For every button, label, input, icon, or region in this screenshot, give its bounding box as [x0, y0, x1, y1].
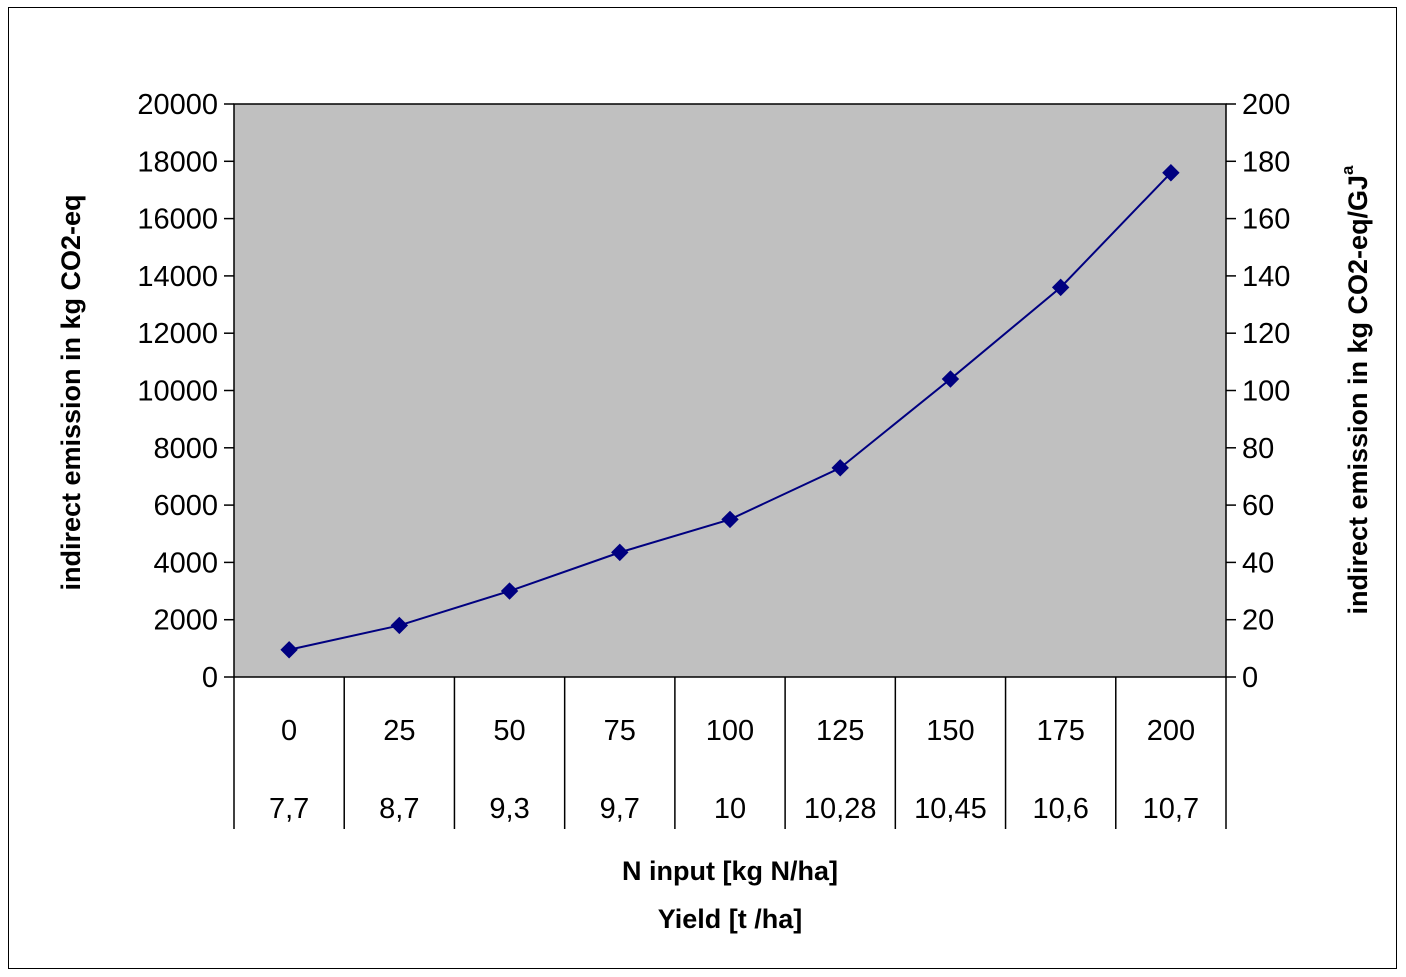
y-left-tick-label: 20000	[137, 89, 218, 121]
x-tick-label: 75	[604, 715, 636, 747]
data-point-marker	[1162, 164, 1180, 182]
y-left-tick-label: 14000	[137, 261, 218, 293]
y-right-tick-label: 60	[1242, 490, 1274, 522]
x-secondary-tick-label: 8,7	[379, 793, 419, 825]
series-layer	[280, 164, 1180, 659]
y-right-tick-label: 180	[1242, 146, 1290, 178]
x-tick-label: 200	[1147, 715, 1195, 747]
y-right-tick-label: 40	[1242, 547, 1274, 579]
x-secondary-tick-label: 10,45	[914, 793, 987, 825]
x-secondary-tick-label: 10,7	[1143, 793, 1199, 825]
x-tick-label: 100	[706, 715, 754, 747]
x-secondary-tick-label: 7,7	[269, 793, 309, 825]
y-left-tick-label: 8000	[153, 433, 218, 465]
y-right-axis-title: indirect emission in kg CO2-eq/GJa	[1338, 165, 1373, 615]
y-right-tick-label: 80	[1242, 433, 1274, 465]
y-right-axis-title-text: indirect emission in kg CO2-eq/GJ	[1343, 175, 1373, 615]
x-tick-label: 50	[493, 715, 525, 747]
x-tick-label: 25	[383, 715, 415, 747]
y-left-tick-label: 6000	[153, 490, 218, 522]
y-right-tick-label: 160	[1242, 204, 1290, 236]
x-secondary-tick-label: 10,6	[1032, 793, 1088, 825]
x-axis: 0 25 50 75 100 125 150 175 200 7,7 8,7 9,3 9,7 10 10,2…	[233, 677, 1227, 829]
x-tick-label: 150	[926, 715, 974, 747]
data-point-marker	[721, 510, 739, 529]
y-left-tick-label: 16000	[137, 204, 218, 236]
y-left-tick-label: 10000	[137, 376, 218, 408]
y-left-tick-label: 4000	[153, 547, 218, 579]
x-secondary-tick-label: 10,28	[804, 793, 877, 825]
x-secondary-tick-label: 9,3	[489, 793, 529, 825]
data-point-marker	[611, 543, 629, 562]
y-left-tick-label: 2000	[153, 605, 218, 637]
x-tick-label: 175	[1036, 715, 1084, 747]
x-tick-label: 0	[281, 715, 297, 747]
y-left-tick-label: 18000	[137, 146, 218, 178]
y-right-tick-label: 140	[1242, 261, 1290, 293]
x-secondary-tick-label: 10	[714, 793, 746, 825]
y-right-tick-label: 120	[1242, 318, 1290, 350]
data-point-marker	[1051, 278, 1070, 297]
y-right-tick-label: 0	[1242, 662, 1258, 694]
y-left-axis-title: indirect emission in kg CO2-eq	[56, 194, 86, 590]
data-point-marker	[831, 459, 849, 477]
x-secondary-tick-label: 9,7	[600, 793, 640, 825]
chart-frame	[8, 7, 1397, 969]
y-right-axis-title-superscript: a	[1338, 165, 1357, 175]
x-tick-label: 125	[816, 715, 864, 747]
x-axis-title-line2: Yield [t /ha]	[658, 904, 803, 934]
data-point-marker	[500, 582, 519, 600]
y-left-tick-label: 12000	[137, 318, 218, 350]
data-point-marker	[390, 616, 409, 635]
y-right-tick-label: 100	[1242, 376, 1290, 408]
data-point-marker	[941, 370, 960, 388]
y-right-tick-label: 20	[1242, 605, 1274, 637]
y-right-tick-label: 200	[1242, 89, 1290, 121]
y-left-tick-label: 0	[202, 662, 218, 694]
y-left-axis: 0 2000 4000 6000 8000 10000 12000 14000 16000 180…	[137, 89, 234, 694]
data-point-marker	[280, 641, 298, 659]
plot-area	[233, 103, 1227, 678]
y-right-axis: 0 20 40 60 80 100 120 140 160 180 200	[1226, 89, 1290, 694]
x-axis-title-line1: N input [kg N/ha]	[622, 856, 838, 886]
